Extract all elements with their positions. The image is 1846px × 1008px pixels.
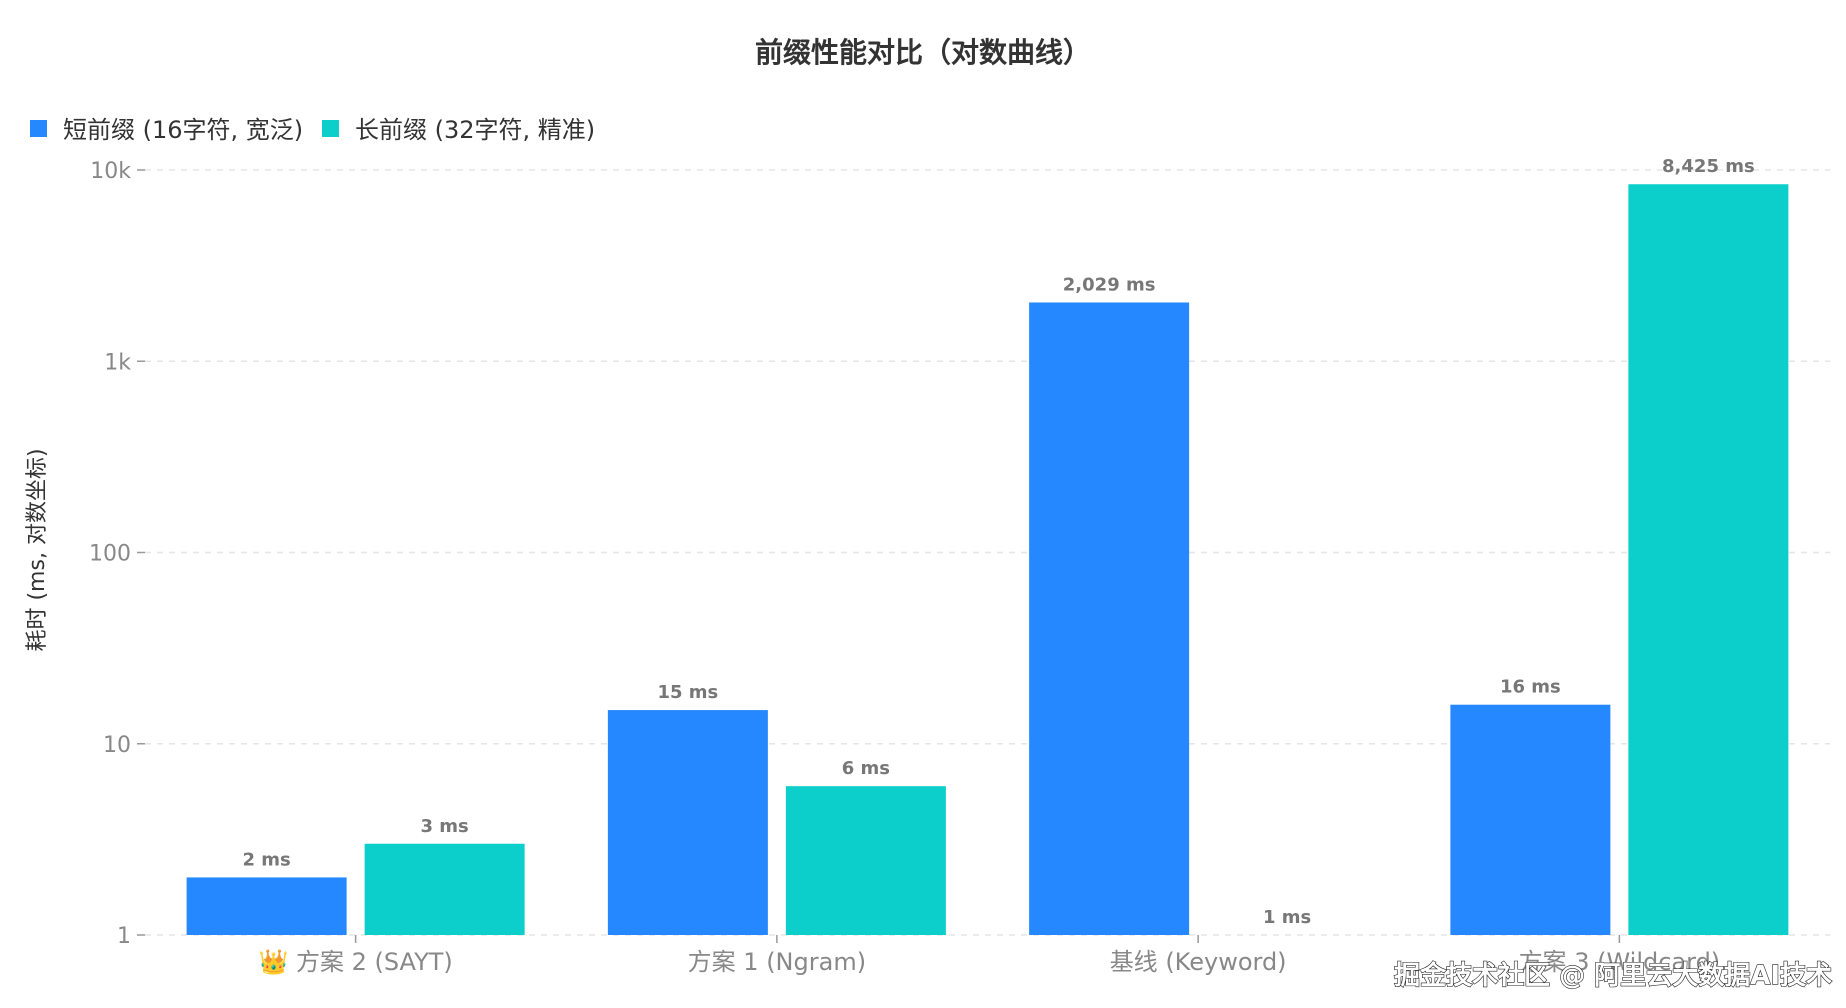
y-tick-label: 10k bbox=[90, 159, 131, 184]
bar-long-0 bbox=[364, 843, 525, 935]
y-tick-label: 10 bbox=[103, 733, 131, 758]
value-label: 1 ms bbox=[1263, 907, 1311, 928]
bar-long-1 bbox=[785, 786, 946, 935]
legend-label-long: 长前缀 (32字符, 精准) bbox=[355, 116, 595, 144]
legend-swatch-short bbox=[30, 120, 47, 137]
value-label: 15 ms bbox=[657, 682, 718, 703]
value-label: 16 ms bbox=[1500, 677, 1561, 698]
watermark-text: 掘金技术社区 @ 阿里云大数据AI技术 bbox=[1394, 960, 1832, 991]
bar-long-3 bbox=[1628, 184, 1789, 936]
value-label: 3 ms bbox=[420, 816, 468, 837]
bar-short-1 bbox=[607, 710, 768, 935]
y-axis-label: 耗时 (ms, 对数坐标) bbox=[25, 448, 50, 651]
x-tick-label: 基线 (Keyword) bbox=[1110, 948, 1287, 976]
x-tick-label: 方案 3 (Wildcard) bbox=[1519, 948, 1721, 976]
x-axis-ticks: 👑 方案 2 (SAYT) 方案 1 (Ngram) 基线 (Keyword) 方案 … bbox=[258, 935, 1720, 976]
x-tick-label: 方案 1 (Ngram) bbox=[688, 948, 866, 976]
value-label: 8,425 ms bbox=[1662, 156, 1755, 177]
legend-label-short: 短前缀 (16字符, 宽泛) bbox=[63, 116, 303, 144]
y-axis-ticks: 1 10 100 1k 10k bbox=[89, 159, 145, 949]
y-tick-label: 1 bbox=[117, 924, 131, 949]
y-tick-label: 1k bbox=[104, 350, 131, 375]
value-label: 2,029 ms bbox=[1063, 274, 1156, 295]
value-label: 2 ms bbox=[242, 849, 290, 870]
legend: 短前缀 (16字符, 宽泛) 长前缀 (32字符, 精准) bbox=[30, 116, 595, 144]
bars bbox=[186, 184, 1789, 936]
value-labels: 2 ms 3 ms 15 ms 6 ms 2,029 ms 1 ms 16 ms 8,425 … bbox=[242, 156, 1754, 928]
bar-short-3 bbox=[1450, 704, 1611, 935]
x-tick-label: 👑 方案 2 (SAYT) bbox=[258, 948, 452, 976]
value-label: 6 ms bbox=[842, 758, 890, 779]
chart-title: 前缀性能对比（对数曲线） bbox=[755, 36, 1091, 69]
legend-swatch-long bbox=[322, 120, 339, 137]
bar-short-0 bbox=[186, 877, 347, 935]
bar-short-2 bbox=[1029, 302, 1190, 935]
y-tick-label: 100 bbox=[89, 542, 131, 567]
